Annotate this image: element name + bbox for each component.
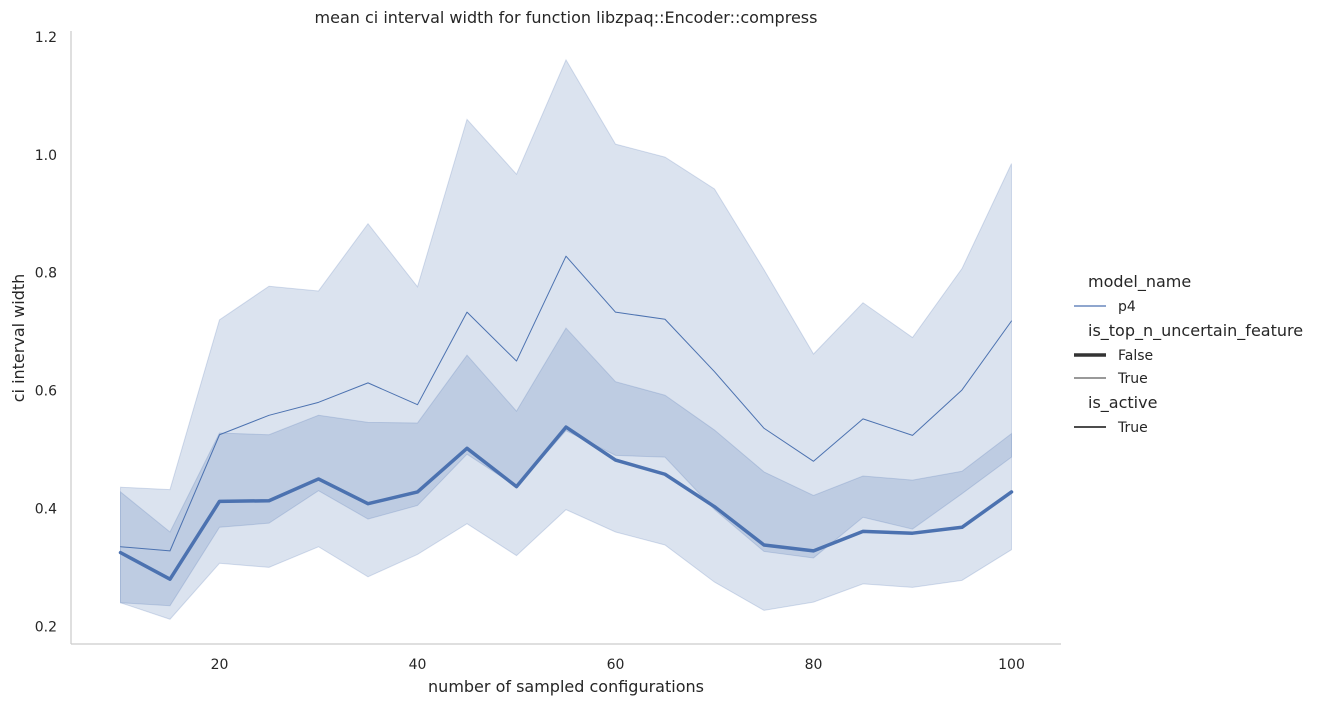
series-line-false bbox=[118, 425, 1014, 581]
legend-group-title: is_top_n_uncertain_feature bbox=[1088, 321, 1303, 341]
x-tick-label: 80 bbox=[805, 657, 823, 673]
ci-band-false bbox=[120, 327, 1012, 607]
x-ticks: 20 40 60 80 100 bbox=[211, 657, 1025, 673]
legend-item-label: True bbox=[1117, 420, 1148, 436]
x-tick-label: 40 bbox=[409, 657, 427, 673]
x-axis-label: number of sampled configurations bbox=[428, 677, 704, 696]
series-lines bbox=[118, 255, 1014, 581]
y-tick-label: 1.0 bbox=[35, 148, 57, 164]
y-tick-label: 0.8 bbox=[35, 266, 57, 282]
y-tick-label: 0.6 bbox=[35, 384, 57, 400]
legend: model_name p4 is_top_n_uncertain_feature Fa… bbox=[1074, 272, 1303, 436]
legend-item-label: p4 bbox=[1118, 299, 1136, 315]
legend-item-label: True bbox=[1117, 371, 1148, 387]
confidence-bands bbox=[120, 58, 1012, 620]
legend-item-label: False bbox=[1118, 348, 1153, 364]
x-tick-label: 100 bbox=[998, 657, 1025, 673]
y-tick-label: 0.2 bbox=[35, 619, 57, 635]
y-tick-label: 0.4 bbox=[35, 501, 57, 517]
y-ticks: 0.2 0.4 0.6 0.8 1.0 1.2 bbox=[35, 30, 57, 635]
legend-group-title: model_name bbox=[1088, 272, 1191, 292]
y-tick-label: 1.2 bbox=[35, 30, 57, 46]
series-line-true bbox=[120, 255, 1012, 552]
chart-title: mean ci interval width for function libz… bbox=[315, 8, 818, 27]
ci-band-true bbox=[120, 58, 1012, 620]
legend-group-title: is_active bbox=[1088, 393, 1157, 413]
x-tick-label: 20 bbox=[211, 657, 229, 673]
x-tick-label: 60 bbox=[607, 657, 625, 673]
y-axis-label: ci interval width bbox=[9, 274, 28, 403]
